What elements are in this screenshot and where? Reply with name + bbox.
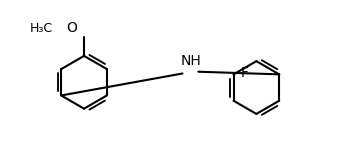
Text: F: F	[241, 66, 248, 80]
Text: O: O	[66, 21, 77, 35]
Text: NH: NH	[180, 53, 201, 67]
Text: H₃C: H₃C	[30, 22, 53, 35]
